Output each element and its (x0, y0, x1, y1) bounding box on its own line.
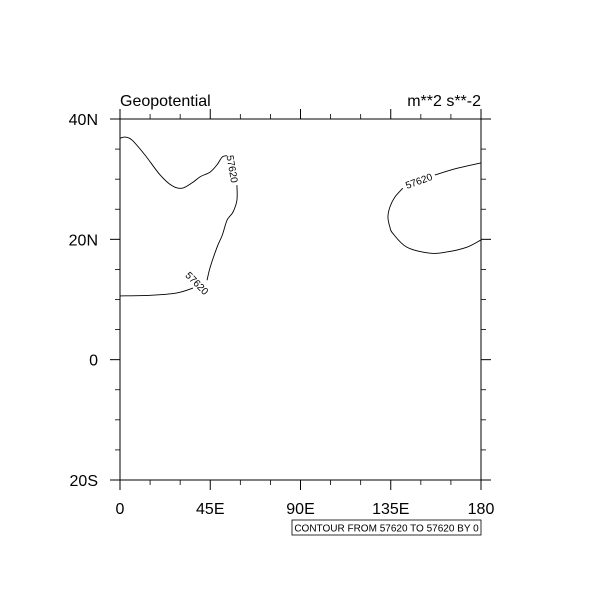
y-tick-label: 20S (70, 473, 98, 490)
contour-label: 57620 (183, 270, 211, 298)
y-tick-label: 40N (69, 112, 98, 129)
x-tick-label: 135E (372, 501, 409, 518)
contour-line-57620 (206, 185, 238, 281)
plot-frame (119, 118, 482, 481)
y-tick-label: 20N (69, 232, 98, 249)
x-tick-label: 180 (468, 501, 495, 518)
title-right: m**2 s**-2 (407, 93, 481, 110)
x-tick-label: 45E (196, 501, 224, 518)
contour-label: 57620 (223, 154, 239, 184)
contour-label: 57620 (404, 172, 434, 192)
y-tick-label: 0 (89, 353, 98, 370)
x-tick-label: 90E (286, 501, 314, 518)
x-tick-label: 0 (116, 501, 125, 518)
info-label: CONTOUR FROM 57620 TO 57620 BY 0 (294, 524, 479, 535)
contour-line-57620 (119, 136, 228, 189)
contour-line-57620 (434, 162, 482, 176)
info-label-box: CONTOUR FROM 57620 TO 57620 BY 0 (291, 519, 482, 536)
contour-line-57620 (387, 187, 482, 254)
axes: 0 45E 90E 135E 180 20S 0 20N 40N (69, 109, 495, 518)
contour-line-57620 (119, 287, 194, 297)
title-left: Geopotential (120, 93, 211, 110)
contour-lines: 57620 57620 57620 (119, 136, 482, 298)
